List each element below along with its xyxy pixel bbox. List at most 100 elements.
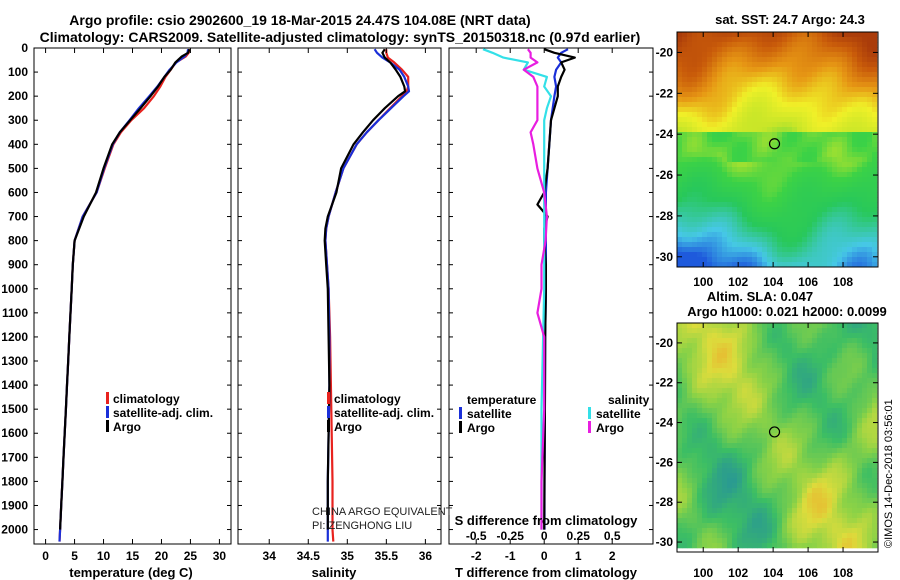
map-cell (817, 508, 823, 514)
map-cell (822, 538, 828, 544)
map-cell (762, 152, 768, 158)
map-cell (717, 358, 723, 364)
map-cell (832, 428, 838, 434)
map-cell (812, 47, 818, 53)
map-cell (782, 518, 788, 524)
map-cell (727, 252, 733, 258)
map-cell (822, 137, 828, 143)
map-cell (867, 383, 873, 389)
map-cell (827, 207, 833, 213)
map-cell (722, 423, 728, 429)
map-cell (787, 197, 793, 203)
map-cell (827, 443, 833, 449)
map-cell (747, 358, 753, 364)
map-cell (752, 393, 758, 399)
map-cell (822, 338, 828, 344)
map-cell (817, 192, 823, 198)
map-cell (842, 112, 848, 118)
map-cell (847, 443, 853, 449)
map-cell (827, 147, 833, 153)
map-cell (847, 192, 853, 198)
map-cell (752, 57, 758, 63)
map-cell (872, 127, 878, 133)
map-cell (772, 42, 778, 48)
map-cell (752, 97, 758, 103)
map-cell (867, 62, 873, 68)
map-cell (777, 32, 783, 38)
map-cell (812, 353, 818, 359)
map-cell (772, 237, 778, 243)
map-cell (772, 403, 778, 409)
map-cell (817, 182, 823, 188)
map-cell (742, 47, 748, 53)
map-cell (687, 343, 693, 349)
map-cell (787, 252, 793, 258)
map-cell (802, 207, 808, 213)
map-cell (747, 413, 753, 419)
map-cell (727, 132, 733, 138)
map-cell (732, 418, 738, 424)
map-cell (867, 227, 873, 233)
map-cell (682, 443, 688, 449)
map-cell (792, 518, 798, 524)
map-cell (757, 358, 763, 364)
map-cell (747, 197, 753, 203)
map-cell (837, 202, 843, 208)
map-cell (732, 543, 738, 549)
map-cell (742, 117, 748, 123)
salinity-tick-label: 35.5 (375, 549, 399, 563)
map-cell (767, 52, 773, 58)
map-cell (822, 52, 828, 58)
map-cell (732, 413, 738, 419)
map-cell (767, 473, 773, 479)
map-cell (767, 513, 773, 519)
map-cell (782, 182, 788, 188)
map-cell (727, 518, 733, 524)
map-cell (812, 77, 818, 83)
map-cell (772, 538, 778, 544)
map-cell (747, 438, 753, 444)
legend-satellite-label: satellite-adj. clim. (334, 406, 434, 420)
map-cell (862, 453, 868, 459)
map-cell (692, 438, 698, 444)
map-cell (787, 413, 793, 419)
map-cell (732, 538, 738, 544)
map-cell (837, 242, 843, 248)
map-cell (872, 122, 878, 128)
map-cell (842, 117, 848, 123)
map-cell (842, 107, 848, 113)
map-cell (742, 348, 748, 354)
map-cell (742, 408, 748, 414)
map-cell (687, 177, 693, 183)
map-cell (862, 363, 868, 369)
map-cell (867, 142, 873, 148)
map-cell (682, 368, 688, 374)
map-cell (807, 262, 813, 268)
map-cell (792, 478, 798, 484)
map-cell (782, 92, 788, 98)
map-cell (767, 152, 773, 158)
map-cell (767, 167, 773, 173)
map-cell (782, 217, 788, 223)
map-cell (692, 157, 698, 163)
map-cell (807, 418, 813, 424)
map-cell (787, 403, 793, 409)
map-cell (822, 323, 828, 329)
map-cell (872, 237, 878, 243)
map-cell (852, 167, 858, 173)
map-cell (792, 32, 798, 38)
map-cell (802, 122, 808, 128)
map-cell (772, 498, 778, 504)
map-cell (832, 373, 838, 379)
map-cell (832, 77, 838, 83)
map-cell (807, 498, 813, 504)
map-cell (852, 87, 858, 93)
map-cell (867, 102, 873, 108)
map-cell (737, 393, 743, 399)
map-cell (857, 413, 863, 419)
map-cell (842, 137, 848, 143)
map-cell (727, 503, 733, 509)
map-cell (817, 328, 823, 334)
map-cell (847, 448, 853, 454)
map-cell (762, 102, 768, 108)
